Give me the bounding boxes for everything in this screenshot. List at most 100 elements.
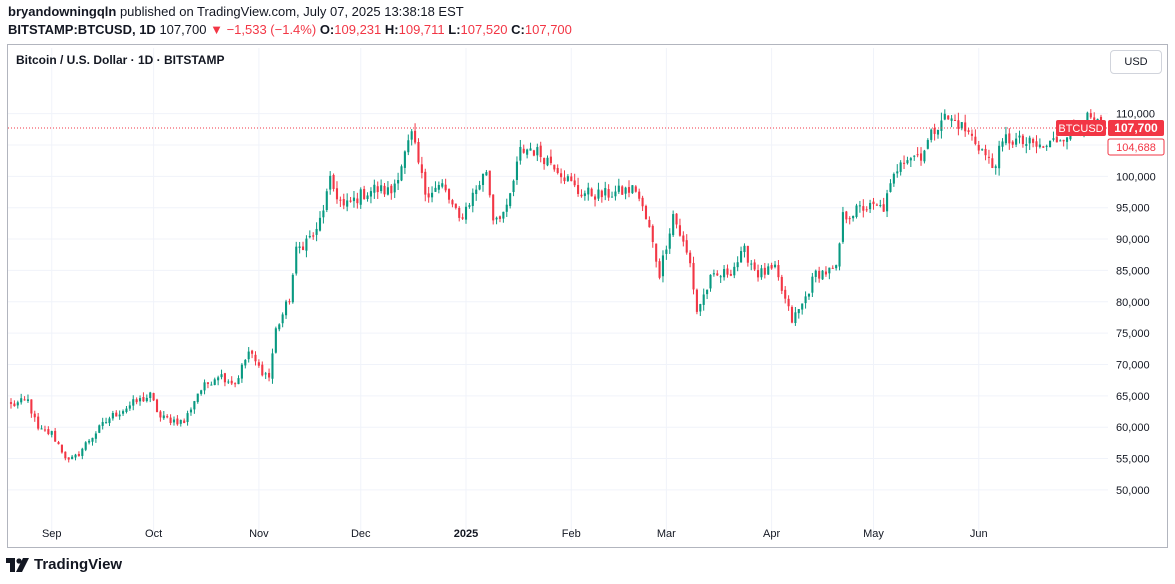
ohlc-header: BITSTAMP:BTCUSD, 1D 107,700 ▼ −1,533 (−1… (8, 22, 572, 37)
candle (889, 179, 892, 193)
candle (702, 288, 705, 311)
candle (363, 185, 366, 200)
candle-body (794, 312, 797, 324)
candle-body (1011, 141, 1014, 145)
candle-body (790, 306, 794, 323)
candle-body (281, 314, 284, 324)
candle-body (441, 183, 444, 187)
candle-body (468, 205, 471, 207)
candle (407, 134, 410, 156)
candle-body (77, 454, 80, 456)
candle-body (383, 185, 386, 195)
candle-body (532, 150, 535, 156)
candle-body (183, 420, 186, 424)
candle-body (380, 185, 383, 192)
candle-body (848, 218, 851, 220)
candle-body (668, 233, 671, 249)
candle (811, 272, 814, 298)
candle-body (631, 185, 634, 194)
close-label: C: (511, 22, 525, 37)
candle-body (1042, 146, 1045, 148)
candle-body (159, 411, 162, 418)
candle-body (369, 191, 372, 197)
candle (967, 127, 970, 135)
candle (346, 193, 349, 212)
candle (563, 170, 566, 185)
candle-body (505, 204, 508, 212)
candle (923, 149, 926, 164)
candle-body (566, 176, 569, 181)
candle-body (892, 173, 895, 184)
candle (461, 213, 464, 220)
last-price-tag: 107,700 (1114, 121, 1158, 135)
candle (682, 231, 685, 247)
candle (71, 454, 74, 460)
candle (101, 417, 104, 430)
candle-body (257, 362, 260, 366)
candle (522, 144, 525, 154)
candle (376, 181, 379, 199)
candle-body (597, 189, 600, 199)
candle-body (879, 205, 882, 207)
candle (23, 396, 26, 401)
candle-body (1059, 140, 1062, 142)
candle-body (522, 148, 525, 153)
candle (271, 348, 274, 384)
candle-body (325, 191, 328, 210)
candle-body (967, 130, 970, 132)
time-tick-label: Nov (249, 528, 269, 540)
candle (498, 215, 502, 223)
candle-body (155, 399, 159, 413)
candle-body (909, 158, 912, 161)
candle (899, 160, 902, 176)
candle (977, 140, 980, 155)
author-name[interactable]: bryandowningqln (8, 4, 117, 19)
chart-grid (8, 48, 1108, 540)
candle-body (957, 120, 960, 129)
candle (464, 202, 468, 224)
candle-body (13, 403, 16, 407)
candle-body (373, 184, 376, 193)
candle (882, 197, 885, 213)
candle (723, 265, 726, 281)
candle (166, 414, 169, 419)
candle-body (875, 204, 878, 206)
candle (583, 190, 586, 201)
currency-button[interactable]: USD (1110, 50, 1162, 74)
candle-body (1038, 144, 1041, 148)
candle-body (196, 393, 199, 402)
candle (417, 138, 420, 165)
candle (668, 228, 671, 254)
candle (509, 192, 512, 209)
tradingview-logo[interactable]: TradingView (6, 556, 122, 573)
candle (566, 174, 569, 182)
candle (230, 376, 233, 386)
candle-body (767, 266, 770, 275)
time-axis: Sep Oct Nov Dec 2025 Feb Mar Apr May Jun (42, 528, 988, 540)
candle (16, 400, 19, 409)
candle-body (886, 193, 889, 212)
candle (1059, 139, 1062, 142)
candle-body (128, 405, 131, 409)
candle (383, 182, 386, 197)
candle-body (651, 225, 654, 243)
candle-body (444, 184, 447, 191)
candle-body (756, 270, 760, 278)
candle-body (841, 212, 844, 242)
candle-body (291, 274, 294, 303)
candle-body (916, 154, 919, 156)
candle (98, 424, 101, 434)
candle-body (172, 419, 176, 423)
candle-body (454, 203, 457, 208)
candle-body (339, 199, 342, 201)
high-label: H: (384, 22, 399, 37)
candle (1032, 137, 1035, 148)
candle-body (308, 235, 311, 238)
candle (821, 269, 824, 280)
candle-body (74, 454, 77, 458)
candle (610, 191, 614, 198)
candle (780, 274, 783, 295)
candle (600, 189, 603, 203)
candle-body (352, 197, 356, 202)
